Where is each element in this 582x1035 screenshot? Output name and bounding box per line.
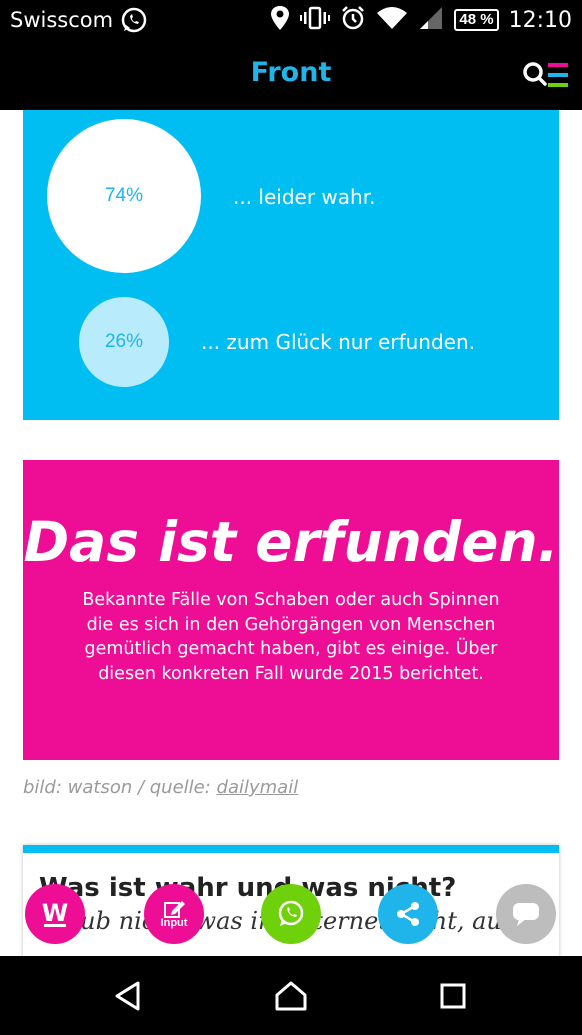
poll-percent-false: 26% — [104, 331, 144, 352]
page-title[interactable]: Front — [250, 57, 332, 88]
vibrate-icon — [300, 6, 331, 35]
comments-button[interactable] — [496, 884, 556, 944]
search-menu-button[interactable] — [522, 60, 572, 90]
verdict-headline: Das ist erfunden. — [23, 510, 559, 574]
back-button[interactable] — [108, 976, 148, 1016]
verdict-line: die es sich in den Gehörgängen von Mensc… — [86, 614, 496, 635]
verdict-line: gemütlich gemacht haben, gibt es einige.… — [84, 639, 498, 659]
recents-icon — [440, 983, 466, 1009]
home-button[interactable] — [271, 976, 311, 1016]
image-caption: bild: watson / quelle: dailymail — [23, 777, 298, 798]
verdict-image: Das ist erfunden. Bekannte Fälle von Sch… — [23, 460, 559, 760]
verdict-line: diesen konkreten Fall wurde 2015 bericht… — [98, 663, 484, 684]
poll-bubble-false: 26% — [79, 297, 169, 387]
edit-icon — [164, 901, 185, 918]
svg-text:W: W — [42, 899, 68, 927]
verdict-line: Bekannte Fälle von Schaben oder auch Spi… — [82, 590, 500, 610]
signal-icon — [418, 5, 444, 36]
input-button[interactable]: Input — [144, 884, 204, 944]
poll-label-false: ... zum Glück nur erfunden. — [201, 330, 475, 354]
app-bar: Front — [0, 40, 582, 110]
share-icon — [397, 902, 419, 926]
back-icon — [115, 981, 140, 1011]
home-icon — [275, 981, 307, 1011]
input-label: Input — [160, 917, 188, 929]
comment-icon — [513, 903, 539, 926]
wifi-icon — [376, 5, 408, 36]
system-nav-bar — [0, 956, 582, 1035]
watson-button[interactable]: W — [25, 884, 85, 944]
poll-bubble-true: 74% — [47, 119, 201, 273]
carrier-name: Swisscom — [10, 8, 114, 32]
poll-label-true: ... leider wahr. — [233, 185, 376, 209]
whatsapp-share-button[interactable] — [261, 884, 321, 944]
clock: 12:10 — [508, 7, 572, 33]
location-icon — [270, 5, 290, 36]
whatsapp-icon — [278, 900, 304, 926]
status-bar: Swisscom 48 % 12:10 — [0, 0, 582, 40]
poll-results: 74% ... leider wahr. 26% ... zum Glück n… — [23, 110, 559, 420]
watson-logo-icon: W — [42, 899, 68, 927]
battery-indicator: 48 % — [454, 9, 499, 31]
search-menu-icon — [523, 62, 568, 87]
source-link[interactable]: dailymail — [216, 777, 299, 798]
caption-text: bild: watson / quelle: — [23, 777, 217, 798]
verdict-text: Bekannte Fälle von Schaben oder auch Spi… — [63, 588, 519, 686]
recents-button[interactable] — [433, 976, 473, 1016]
whatsapp-notification-icon — [120, 6, 148, 39]
share-button[interactable] — [378, 884, 438, 944]
article-content[interactable]: 74% ... leider wahr. 26% ... zum Glück n… — [0, 110, 582, 956]
poll-percent-true: 74% — [104, 185, 144, 206]
alarm-icon — [340, 5, 366, 36]
